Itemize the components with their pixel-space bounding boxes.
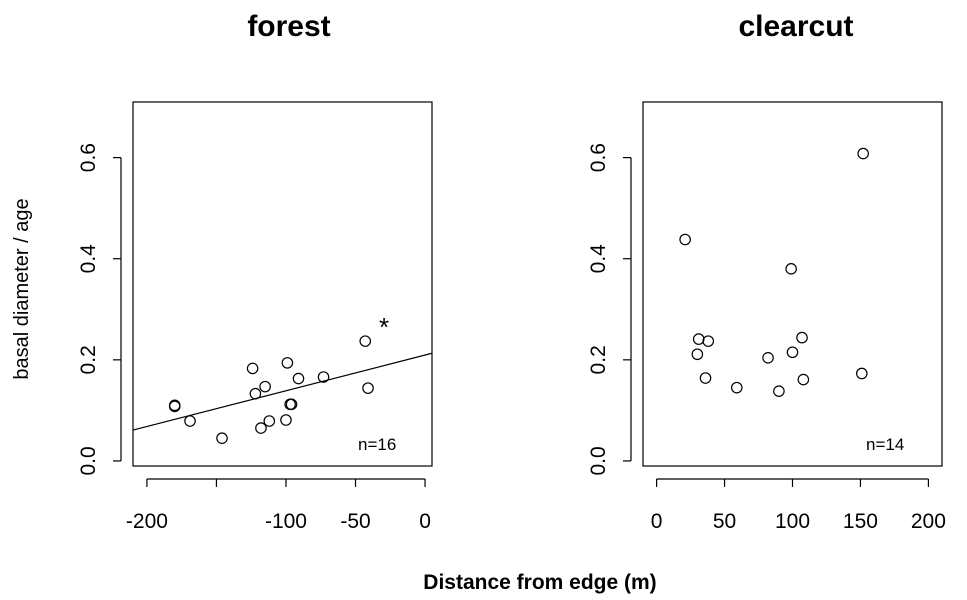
data-point: [679, 233, 691, 246]
panel-title: forest: [247, 10, 330, 43]
data-point: [702, 335, 715, 347]
data-point: [317, 371, 330, 383]
x-tick-label: 150: [843, 510, 878, 533]
x-tick-label: 0: [651, 510, 663, 533]
data-point: [692, 333, 705, 345]
x-tick-label: 100: [775, 510, 810, 533]
forest-panel: forest -200 -100 -50 0 0.0 0.2 0.4 0.6 basal diam…: [11, 10, 433, 533]
plot-frame: [132, 101, 433, 467]
data-point: [797, 373, 810, 386]
y-tick-label: 0.0: [587, 446, 610, 475]
x-tick-label: 0: [419, 510, 431, 533]
y-tick-label: 0.4: [77, 244, 100, 274]
x-tick-label: 200: [911, 510, 946, 533]
data-point: [249, 387, 262, 400]
data-point: [359, 335, 372, 347]
data-point: [263, 415, 276, 427]
data-point: [184, 415, 196, 427]
data-point: [856, 367, 868, 380]
y-tick-label: 0.6: [587, 143, 610, 172]
plot-frame: [642, 101, 943, 467]
y-tick-label: 0.0: [77, 446, 100, 475]
sample-size-label: n=14: [866, 435, 904, 454]
data-point: [762, 352, 774, 364]
data-point: [796, 331, 808, 344]
data-point: [216, 432, 228, 444]
data-point: [281, 357, 294, 369]
data-point: [255, 422, 267, 434]
data-point: [292, 372, 305, 385]
clearcut-panel: clearcut 0 50 100 150 200 0.0 0.2 0.4 0.6 n=14: [587, 10, 946, 533]
x-tick-label: -200: [126, 510, 168, 533]
data-point: [786, 346, 799, 359]
x-tick-label: -100: [265, 510, 307, 533]
data-point: [259, 380, 271, 393]
y-tick-label: 0.6: [77, 143, 100, 172]
data-point: [730, 381, 743, 394]
y-tick-label: 0.4: [587, 244, 610, 274]
data-point: [362, 382, 374, 394]
y-tick-label: 0.2: [587, 345, 610, 374]
data-point: [699, 372, 712, 384]
data-point: [773, 385, 785, 397]
data-point: [691, 348, 704, 361]
data-point: [785, 263, 797, 275]
asterisk-annotation: *: [379, 312, 389, 342]
data-point: [246, 362, 259, 375]
y-axis-label: basal diameter / age: [11, 198, 33, 379]
data-point: [285, 398, 298, 411]
data-point: [857, 147, 869, 160]
shared-x-axis-label: Distance from edge (m): [423, 571, 656, 594]
x-tick-label: 50: [713, 510, 736, 533]
data-point: [280, 414, 292, 426]
y-tick-label: 0.2: [77, 345, 100, 374]
data-point: [168, 399, 181, 412]
regression-line: [132, 352, 433, 431]
panel-title: clearcut: [738, 10, 853, 43]
x-tick-label: -50: [340, 510, 370, 533]
sample-size-label: n=16: [358, 435, 396, 454]
